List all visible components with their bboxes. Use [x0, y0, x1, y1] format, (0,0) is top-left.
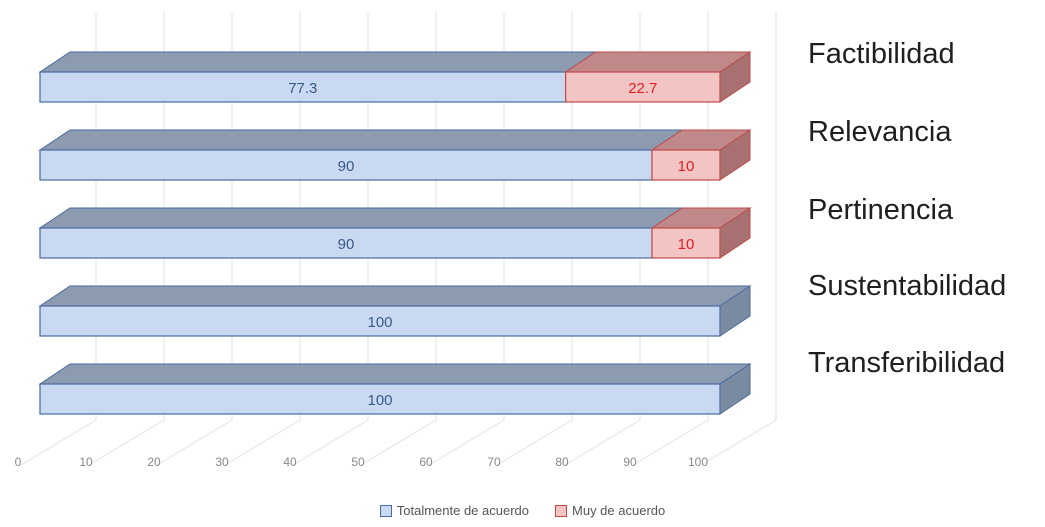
bar-sustentabilidad-s0 — [39, 305, 721, 337]
floor-line-90 — [632, 419, 709, 466]
category-label-relevancia: Relevancia — [808, 116, 952, 148]
bar-top-relevancia-s0 — [38, 129, 684, 151]
x-tick-label-0: 0 — [15, 455, 22, 469]
data-label-pertinencia-s1: 10 — [678, 236, 695, 253]
floor-line-30 — [224, 419, 301, 466]
data-label-transferibilidad-s0: 100 — [367, 392, 392, 409]
data-label-relevancia-s0: 90 — [338, 158, 355, 175]
legend-label-muy: Muy de acuerdo — [572, 503, 666, 518]
bar-relevancia-s1 — [651, 149, 721, 181]
bar-transferibilidad-s0 — [39, 383, 721, 415]
legend-swatch-totalmente — [379, 504, 392, 517]
data-label-factibilidad-s1: 22.7 — [628, 80, 657, 97]
bar-factibilidad-s1 — [565, 71, 721, 103]
data-label-factibilidad-s0: 77.3 — [288, 80, 317, 97]
bar-relevancia-s0 — [39, 149, 653, 181]
bar-top-pertinencia-s0 — [38, 207, 684, 229]
x-tick-label-40: 40 — [283, 455, 297, 469]
x-tick-label-80: 80 — [555, 455, 569, 469]
bar-side-transferibilidad — [719, 363, 751, 415]
category-label-transferibilidad: Transferibilidad — [808, 347, 1006, 379]
floor-line-100 — [700, 419, 777, 466]
data-label-sustentabilidad-s0: 100 — [367, 314, 392, 331]
x-tick-label-100: 100 — [688, 455, 708, 469]
x-tick-label-90: 90 — [623, 455, 637, 469]
bar-top-factibilidad-s1 — [563, 51, 752, 73]
bar-factibilidad-s0 — [39, 71, 567, 103]
floor-line-50 — [360, 419, 437, 466]
x-tick-label-10: 10 — [79, 455, 93, 469]
floor-line-10 — [88, 419, 165, 466]
bar-side-sustentabilidad — [719, 285, 751, 337]
x-tick-label-70: 70 — [487, 455, 501, 469]
floor-line-0 — [20, 419, 97, 466]
category-label-sustentabilidad: Sustentabilidad — [808, 270, 1007, 302]
category-label-pertinencia: Pertinencia — [808, 194, 954, 226]
category-label-factibilidad: Factibilidad — [808, 38, 955, 70]
floor-line-60 — [428, 419, 505, 466]
x-tick-label-20: 20 — [147, 455, 161, 469]
legend-label-totalmente: Totalmente de acuerdo — [396, 503, 530, 518]
bar-top-factibilidad-s0 — [38, 51, 598, 73]
legend: Totalmente de acuerdo Muy de acuerdo — [0, 503, 1045, 518]
x-tick-label-60: 60 — [419, 455, 433, 469]
floor-line-20 — [156, 419, 233, 466]
legend-swatch-muy — [555, 504, 568, 517]
bar-top-transferibilidad-s0 — [38, 363, 752, 385]
floor-line-80 — [564, 419, 641, 466]
data-label-pertinencia-s0: 90 — [338, 236, 355, 253]
x-tick-label-30: 30 — [215, 455, 229, 469]
floor-line-40 — [292, 419, 369, 466]
bar-side-factibilidad — [719, 51, 751, 103]
bar-top-sustentabilidad-s0 — [38, 285, 752, 307]
bar-pertinencia-s1 — [651, 227, 721, 259]
x-tick-label-50: 50 — [351, 455, 365, 469]
data-label-relevancia-s1: 10 — [678, 158, 695, 175]
bar-side-pertinencia — [719, 207, 751, 259]
floor-line-70 — [496, 419, 573, 466]
bar-side-relevancia — [719, 129, 751, 181]
legend-item-totalmente: Totalmente de acuerdo — [379, 503, 530, 518]
legend-item-muy: Muy de acuerdo — [555, 503, 665, 518]
